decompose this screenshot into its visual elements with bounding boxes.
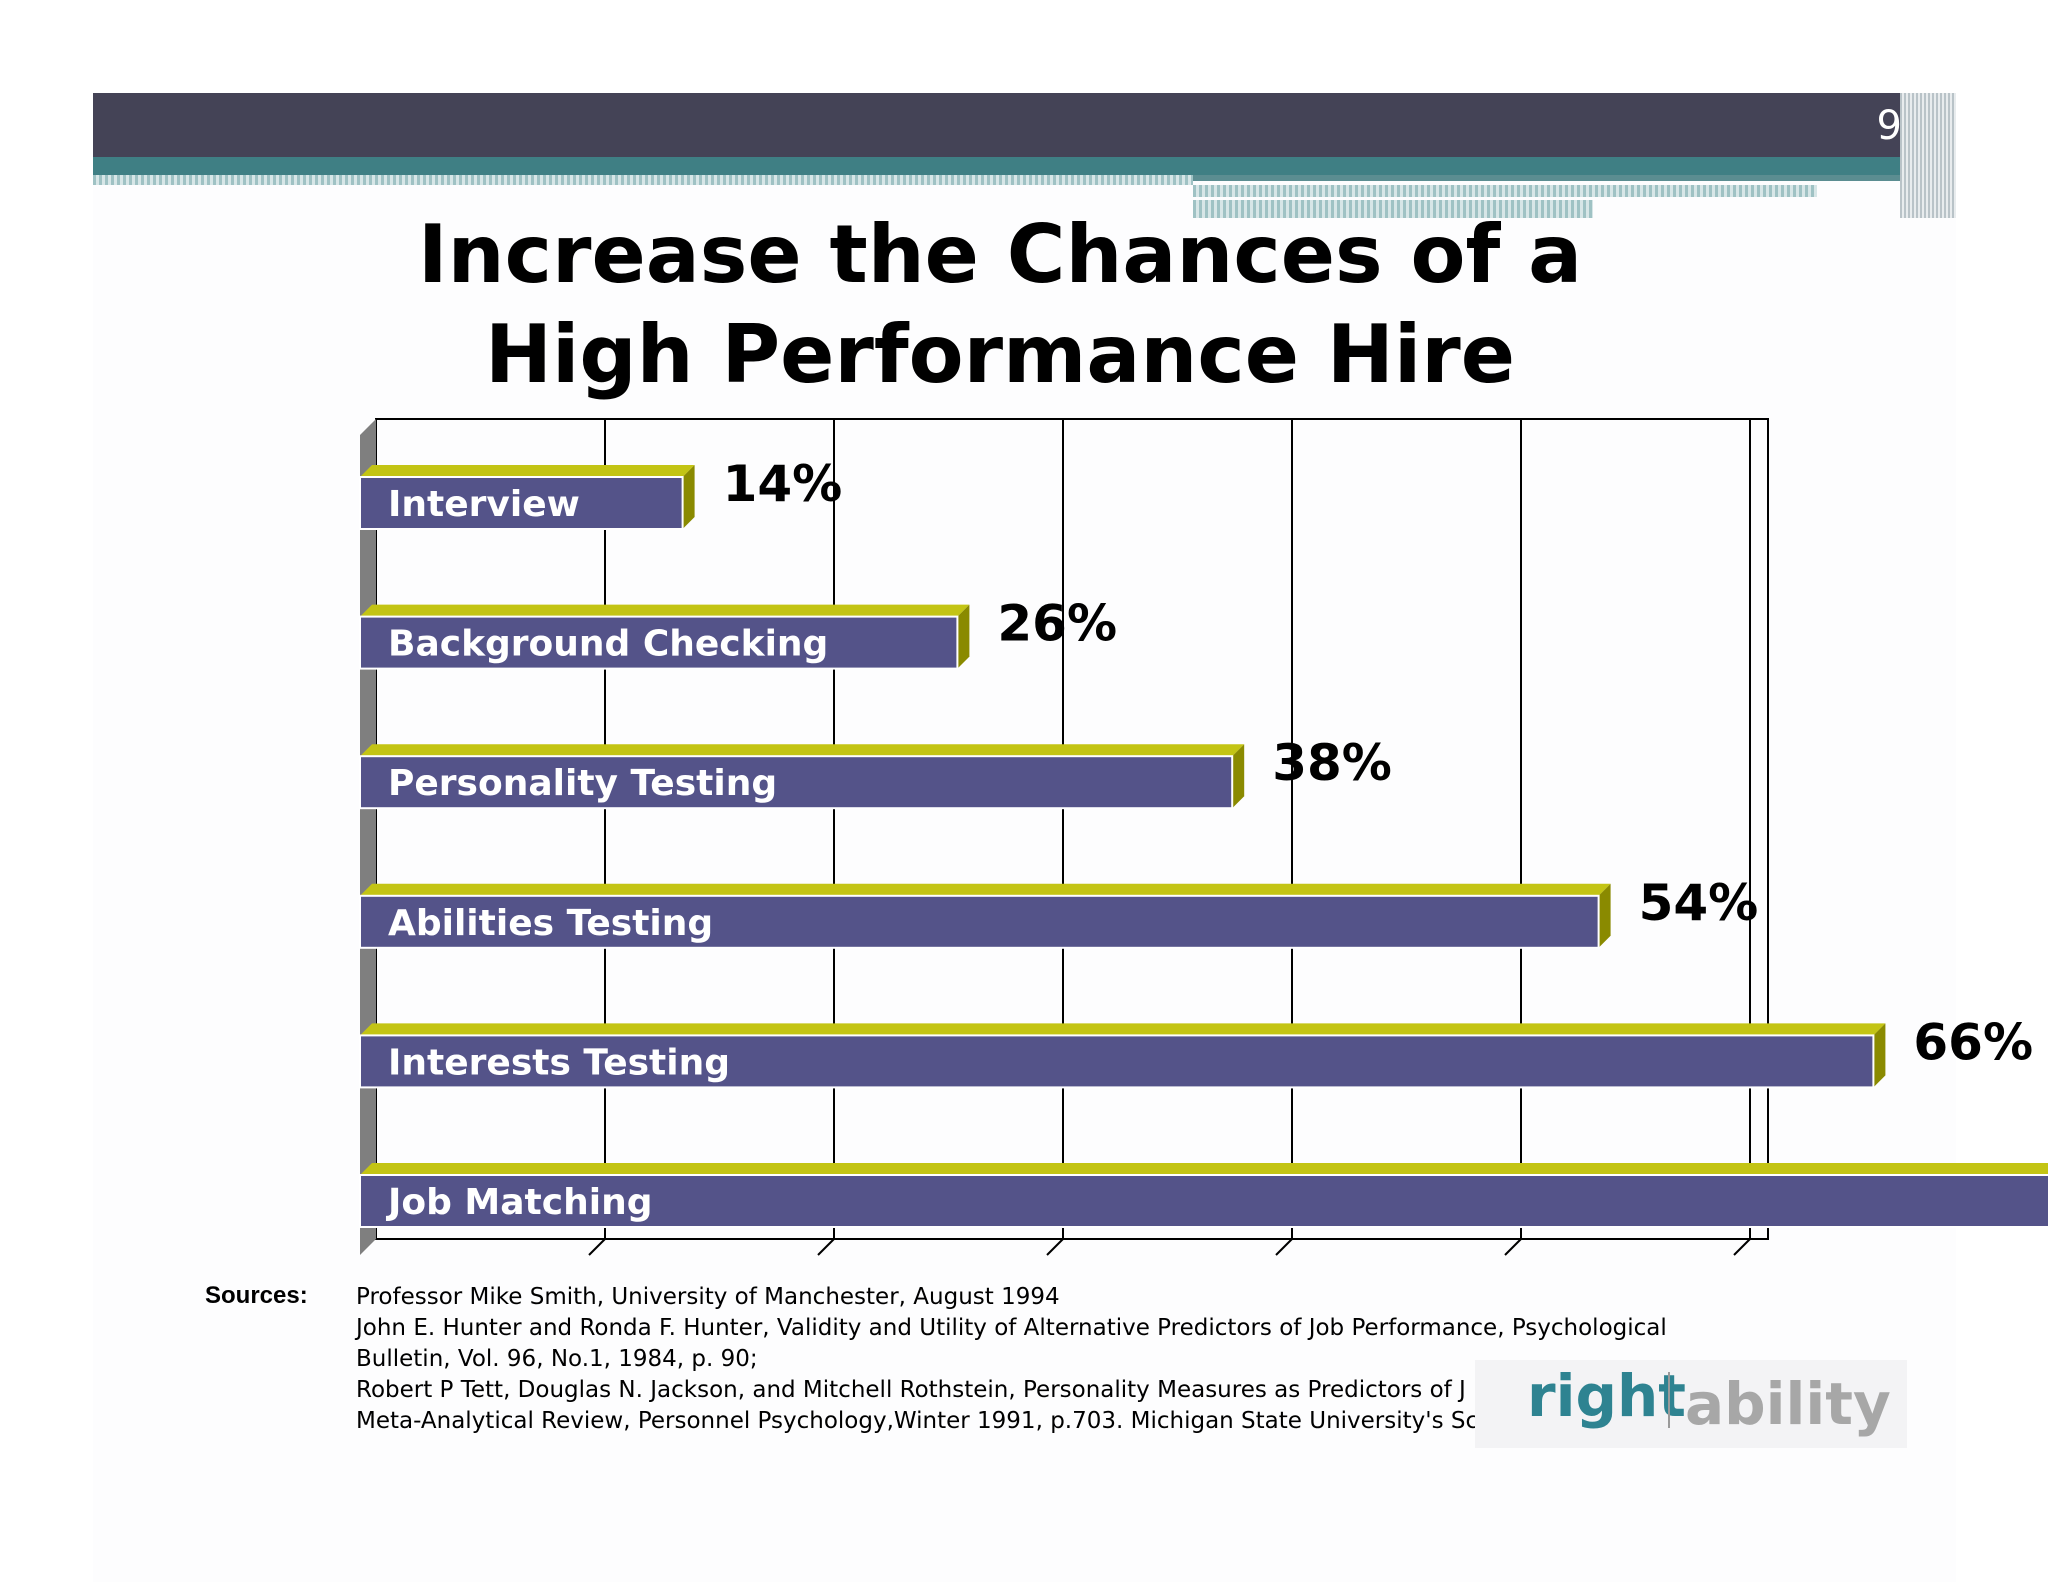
axis-tick [588,1238,606,1256]
bar-category-label: Background Checking [388,624,828,665]
header-stripe-lower [1193,200,1593,218]
rightability-logo: right ability [1475,1360,1907,1448]
bar [359,615,959,670]
bar [359,1174,2048,1228]
page-number: 9 [1876,103,1902,149]
data-label: 14% [723,455,843,513]
title-line-2: High Performance Hire [485,308,1515,401]
data-label: 66% [1913,1013,2033,1071]
bar-top-face [360,604,970,617]
bar-category-label: Interests Testing [388,1042,730,1083]
slide-background [93,93,1956,1582]
data-label: 38% [1272,734,1392,792]
bar [359,755,1234,810]
data-label: 26% [997,595,1117,653]
axis-tick [1275,1238,1293,1256]
header-end-pattern [1900,93,1956,218]
bar-side-face [1598,883,1611,948]
logo-word-ability: ability [1685,1370,1891,1438]
bar-category-label: Abilities Testing [388,903,713,944]
logo-word-right: right [1527,1362,1687,1430]
bar-side-face [1873,1023,1886,1088]
logo-divider [1668,1372,1670,1428]
axis-tick [1504,1238,1522,1256]
source-line: Robert P Tett, Douglas N. Jackson, and M… [356,1377,1466,1403]
bar-side-face [1232,744,1245,809]
header-stripe [93,175,1193,185]
header-stripe-dark [1193,175,1950,181]
header-stripe-light [1193,185,1817,197]
bar-side-face [682,465,695,529]
bar-top-face [360,883,1611,896]
source-line: Professor Mike Smith, University of Manc… [356,1284,1060,1310]
bar-side-face [957,604,970,669]
bar [359,1034,1875,1089]
slide-title: Increase the Chances of a High Performan… [300,205,1700,405]
axis-tick [1046,1238,1064,1256]
header-bar [93,93,1950,157]
bar-category-label: Interview [388,484,580,525]
sources-list: Professor Mike Smith, University of Manc… [356,1282,1696,1437]
data-label: 54% [1639,874,1759,932]
bar-top-face [360,1023,1886,1036]
sources-heading: Sources: [205,1282,308,1309]
bar-category-label: Job Matching [385,1182,652,1223]
source-line: John E. Hunter and Ronda F. Hunter, Vali… [356,1315,1667,1341]
bar-top-face [360,465,695,477]
bar [359,894,1600,949]
bar [359,476,684,530]
bar-top-face [360,744,1245,757]
axis-tick [1733,1238,1751,1256]
axis-tick [817,1238,835,1256]
title-line-1: Increase the Chances of a [417,208,1583,301]
plot-wall [360,419,376,1255]
source-line: Bulletin, Vol. 96, No.1, 1984, p. 90; [356,1346,758,1372]
plot-frame [375,418,1769,1240]
source-line: Meta-Analytical Review, Personnel Psycho… [356,1408,1493,1434]
bar-top-face [360,1163,2048,1175]
header-accent-bar [93,157,1950,175]
bar-category-label: Personality Testing [388,763,777,804]
